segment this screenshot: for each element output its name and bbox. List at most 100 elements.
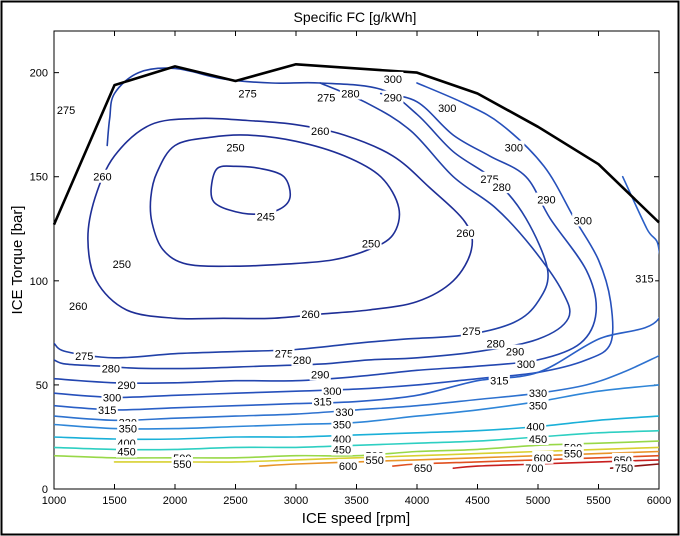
contour-label-350: 350 [529,401,547,413]
contour-label-bg [337,459,359,473]
contour-label-300: 300 [505,143,523,155]
contour-label-275: 275 [317,93,335,105]
contour-label-330: 330 [529,388,547,400]
contour-label-315: 315 [635,274,653,286]
contour-label-260: 260 [93,172,111,184]
contour-label-bg [436,101,458,115]
contour-label-260: 260 [301,309,319,321]
x-tick-label: 3500 [344,495,368,507]
contour-label-bg [454,225,476,239]
contour-label-bg [504,344,526,358]
contour-label-bg [331,442,353,456]
x-tick-label: 2000 [163,495,187,507]
contour-label-290: 290 [311,370,329,382]
contour-label-315: 315 [490,376,508,388]
contour-label-250: 250 [226,143,244,155]
contour-label-300: 300 [574,215,592,227]
contour-label-550: 550 [365,455,383,467]
contour-label-290: 290 [537,195,555,207]
x-tick-label: 5000 [526,495,550,507]
contour-label-bg [101,390,123,404]
contour-label-275: 275 [238,88,256,100]
x-tick-label: 2500 [223,495,247,507]
contour-label-bg [360,236,382,250]
contour-label-315: 315 [313,397,331,409]
x-tick-label: 6000 [647,495,671,507]
contour-label-600: 600 [339,461,357,473]
max-torque-curve [52,63,660,226]
contour-label-650: 650 [414,463,432,475]
contour-label-275: 275 [75,351,93,363]
contour-label-260: 260 [69,301,87,313]
contour-label-275: 275 [275,349,293,361]
contour-label-bg [515,357,537,371]
contour-label-275: 275 [462,326,480,338]
contour-label-bg [572,213,594,227]
contour-label-bg [273,346,295,360]
contour-label-bg [55,103,77,117]
x-tick-label: 3000 [284,495,308,507]
y-axis-title: ICE Torque [bar] [9,206,26,315]
contour-label-bg [562,446,584,460]
contour-line-500 [54,440,659,459]
contour-label-bg [237,86,259,100]
contour-label-bg [91,169,113,183]
x-axis-title: ICE speed [rpm] [302,510,410,527]
x-tick-label: 1000 [42,495,66,507]
contour-label-bg [633,271,656,285]
contour-label-330: 330 [335,407,353,419]
contour-line-400 [54,415,659,441]
contour-label-bg [331,432,353,446]
contour-label-300: 300 [438,103,456,115]
contour-label-275: 275 [57,105,75,117]
contour-label-bg [309,123,331,137]
contour-line-290 [54,92,598,385]
contour-line-250 [149,134,401,268]
contour-line-350 [54,384,659,430]
contour-label-bg [523,461,545,475]
contour-label-bg [309,367,331,381]
contour-label-bg [485,336,507,350]
contour-label-750: 750 [615,463,633,475]
contour-line-330 [54,355,659,422]
contour-label-280: 280 [293,355,311,367]
contour-label-bg [111,257,133,271]
contour-label-bg [460,323,483,337]
plot-area [53,30,660,490]
contour-label-280: 280 [341,88,359,100]
contour-label-bg [524,419,547,433]
contour-label-bg [503,140,525,154]
contour-label-280: 280 [486,338,504,350]
y-tick-label: 0 [42,484,48,496]
contour-label-250: 250 [113,259,131,271]
y-tick-label: 50 [36,380,48,392]
x-tick-label: 4500 [465,495,489,507]
contour-label-250: 250 [362,238,380,250]
chart-title: Specific FC [g/kWh] [294,9,417,25]
contour-label-bg [67,298,89,312]
max-torque-curve-layer [52,63,660,226]
x-tick-label: 4000 [405,495,429,507]
y-tick-label: 200 [30,68,48,80]
contour-line-315 [54,175,659,411]
contour-label-315: 315 [98,405,116,417]
contour-label-bg [100,361,122,375]
contour-label-bg [171,457,193,471]
contour-label-bg [339,86,362,100]
contour-line-300 [54,82,614,399]
contour-label-bg [491,180,513,194]
contour-line-260 [87,117,474,320]
contour-line-245 [210,165,292,215]
contour-label-bg [116,377,138,391]
contour-label-300: 300 [517,359,535,371]
contour-label-bg [117,421,139,435]
axes-ticks: 1000 1500 2000 2500 3000 3500 4000 4500 5000 5500… [30,31,671,507]
contour-label-bg [331,417,353,431]
contour-label-400: 400 [526,422,544,434]
contour-label-450: 450 [117,447,135,459]
contour-label-bg [527,386,549,400]
contour-label-550: 550 [173,459,191,471]
contour-label-bg [382,90,404,104]
contour-label-350: 350 [119,424,137,436]
contour-label-350: 350 [333,419,351,431]
